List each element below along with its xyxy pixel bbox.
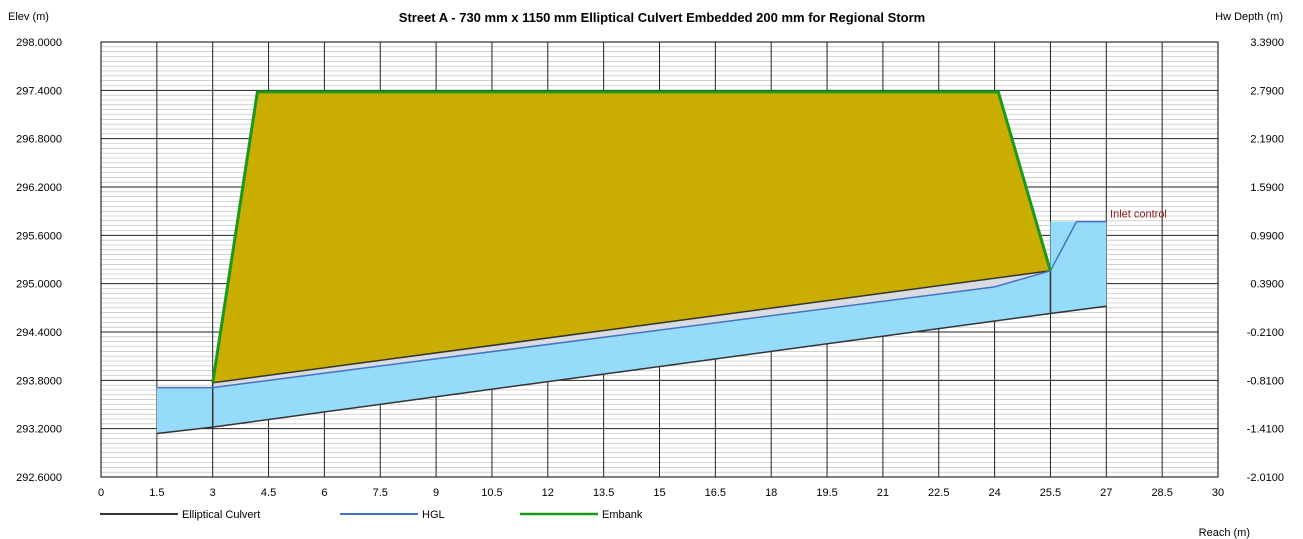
fill-areas xyxy=(156,91,1107,434)
legend-label: Elliptical Culvert xyxy=(182,509,260,521)
legend-label: Embank xyxy=(602,509,643,521)
y2-tick-label: 2.7900 xyxy=(1250,85,1284,97)
culvert-invert-line xyxy=(156,305,1107,435)
y2-tick-label: 2.1900 xyxy=(1250,134,1284,146)
chart-title: Street A - 730 mm x 1150 mm Elliptical C… xyxy=(399,10,925,25)
x-tick-label: 9 xyxy=(433,487,439,499)
plot-border xyxy=(100,41,1219,478)
y2-tick-label: -0.8100 xyxy=(1247,375,1284,387)
x-tick-label: 0 xyxy=(98,487,104,499)
y-tick-label: 298.0000 xyxy=(16,37,62,49)
x-tick-label: 10.5 xyxy=(481,487,502,499)
y-axis-label: Elev (m) xyxy=(8,11,49,23)
x-tick-label: 25.5 xyxy=(1040,487,1061,499)
hgl-line xyxy=(156,220,1107,389)
x-tick-labels: 0 1.5 3 4.5 6 7.5 9 10.5 12 13.5 15 16.5 18 19.5 21 22.… xyxy=(98,487,1224,499)
x-tick-label: 16.5 xyxy=(705,487,726,499)
x-axis-label: Reach (m) xyxy=(1199,527,1250,539)
y-tick-label: 297.4000 xyxy=(16,85,62,97)
legend: Elliptical Culvert HGL Embank xyxy=(100,509,643,521)
y-tick-label: 296.8000 xyxy=(16,134,62,146)
series-lines xyxy=(156,90,1107,435)
x-tick-label: 19.5 xyxy=(816,487,837,499)
x-tick-label: 27 xyxy=(1100,487,1112,499)
culvert-obvert-line xyxy=(212,270,1051,384)
y2-tick-label: 1.5900 xyxy=(1250,182,1284,194)
x-tick-label: 22.5 xyxy=(928,487,949,499)
x-tick-label: 7.5 xyxy=(373,487,388,499)
y-tick-label: 295.6000 xyxy=(16,230,62,242)
x-tick-label: 12 xyxy=(542,487,554,499)
y2-tick-label: 0.3900 xyxy=(1250,279,1284,291)
y-tick-label: 294.4000 xyxy=(16,327,62,339)
water-area xyxy=(156,221,1107,434)
x-tick-label: 30 xyxy=(1212,487,1224,499)
annotations: Inlet control xyxy=(1110,209,1167,221)
x-tick-label: 21 xyxy=(877,487,889,499)
y2-tick-labels: -2.0100 -1.4100 -0.8100 -0.2100 0.3900 0.9900… xyxy=(1247,37,1284,484)
y-tick-labels: 292.6000 293.2000 293.8000 294.4000 295.0000… xyxy=(16,37,62,484)
y-tick-label: 292.6000 xyxy=(16,472,62,484)
x-tick-label: 18 xyxy=(765,487,777,499)
y-tick-label: 296.2000 xyxy=(16,182,62,194)
y2-tick-label: -2.0100 xyxy=(1247,472,1284,484)
embank-line xyxy=(211,90,1052,384)
x-tick-label: 28.5 xyxy=(1151,487,1172,499)
x-tick-label: 1.5 xyxy=(149,487,164,499)
x-tick-label: 24 xyxy=(988,487,1000,499)
inlet-control-annotation: Inlet control xyxy=(1110,209,1167,221)
x-tick-label: 6 xyxy=(321,487,327,499)
y2-tick-label: 0.9900 xyxy=(1250,230,1284,242)
y-tick-label: 295.0000 xyxy=(16,279,62,291)
y2-tick-label: 3.3900 xyxy=(1250,37,1284,49)
y-tick-label: 293.2000 xyxy=(16,424,62,436)
y2-tick-label: -0.2100 xyxy=(1247,327,1284,339)
legend-label: HGL xyxy=(422,509,445,521)
x-tick-label: 3 xyxy=(210,487,216,499)
x-tick-label: 15 xyxy=(653,487,665,499)
plot-frame xyxy=(100,41,1219,478)
embankment-area xyxy=(212,91,1051,383)
x-tick-label: 13.5 xyxy=(593,487,614,499)
y2-axis-label: Hw Depth (m) xyxy=(1215,11,1283,23)
y2-tick-label: -1.4100 xyxy=(1247,424,1284,436)
y-tick-label: 293.8000 xyxy=(16,375,62,387)
culvert-air-gap xyxy=(212,270,1051,388)
x-tick-label: 4.5 xyxy=(261,487,276,499)
